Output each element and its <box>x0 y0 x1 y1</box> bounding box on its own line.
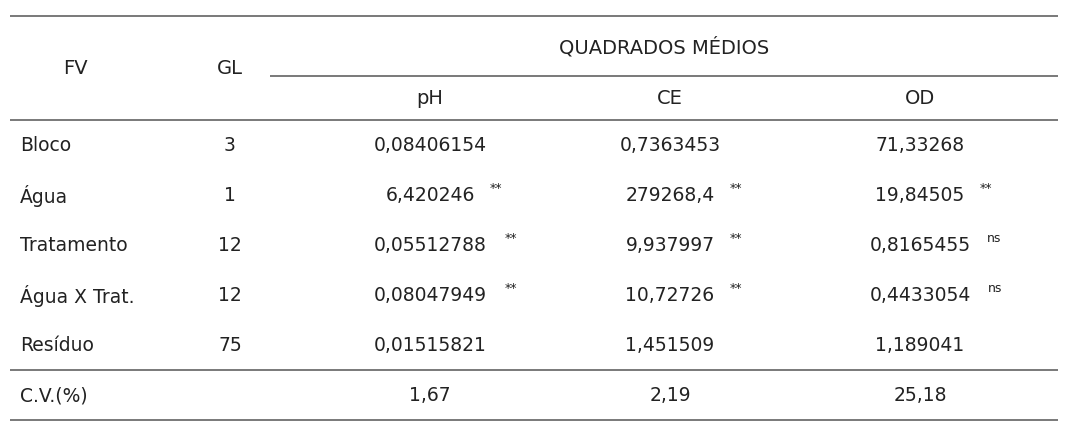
Text: Água: Água <box>20 184 68 207</box>
Text: 0,08047949: 0,08047949 <box>374 286 487 305</box>
Text: ns: ns <box>987 232 1002 244</box>
Text: 25,18: 25,18 <box>893 385 946 405</box>
Text: 3: 3 <box>224 136 236 155</box>
Text: Tratamento: Tratamento <box>20 236 127 255</box>
Text: **: ** <box>729 182 742 194</box>
Text: **: ** <box>505 232 517 244</box>
Text: 1,67: 1,67 <box>409 385 451 405</box>
Text: 19,84505: 19,84505 <box>876 186 964 205</box>
Text: 1: 1 <box>224 186 236 205</box>
Text: 10,72726: 10,72726 <box>626 286 714 305</box>
Text: 0,05512788: 0,05512788 <box>374 236 486 255</box>
Text: FV: FV <box>63 60 88 78</box>
Text: 0,01515821: 0,01515821 <box>374 336 486 355</box>
Text: C.V.(%): C.V.(%) <box>20 385 88 405</box>
Text: **: ** <box>505 282 518 294</box>
Text: **: ** <box>729 282 742 294</box>
Text: 2,19: 2,19 <box>649 385 691 405</box>
Text: GL: GL <box>217 60 244 78</box>
Text: 279268,4: 279268,4 <box>626 186 714 205</box>
Text: **: ** <box>489 182 502 194</box>
Text: QUADRADOS MÉDIOS: QUADRADOS MÉDIOS <box>559 37 769 57</box>
Text: 75: 75 <box>218 336 241 355</box>
Text: **: ** <box>729 232 742 244</box>
Text: 9,937997: 9,937997 <box>626 236 714 255</box>
Text: Água X Trat.: Água X Trat. <box>20 284 135 306</box>
Text: 0,4433054: 0,4433054 <box>869 286 971 305</box>
Text: ns: ns <box>988 282 1002 294</box>
Text: CE: CE <box>657 89 682 108</box>
Text: OD: OD <box>905 89 936 108</box>
Text: Resíduo: Resíduo <box>20 336 94 355</box>
Text: 71,33268: 71,33268 <box>876 136 964 155</box>
Text: 0,8165455: 0,8165455 <box>869 236 971 255</box>
Text: 0,7363453: 0,7363453 <box>619 136 721 155</box>
Text: pH: pH <box>417 89 443 108</box>
Text: Bloco: Bloco <box>20 136 72 155</box>
Text: 12: 12 <box>218 236 241 255</box>
Text: 1,189041: 1,189041 <box>876 336 964 355</box>
Text: 12: 12 <box>218 286 241 305</box>
Text: 6,420246: 6,420246 <box>386 186 474 205</box>
Text: **: ** <box>979 182 992 194</box>
Text: 0,08406154: 0,08406154 <box>374 136 487 155</box>
Text: 1,451509: 1,451509 <box>626 336 714 355</box>
